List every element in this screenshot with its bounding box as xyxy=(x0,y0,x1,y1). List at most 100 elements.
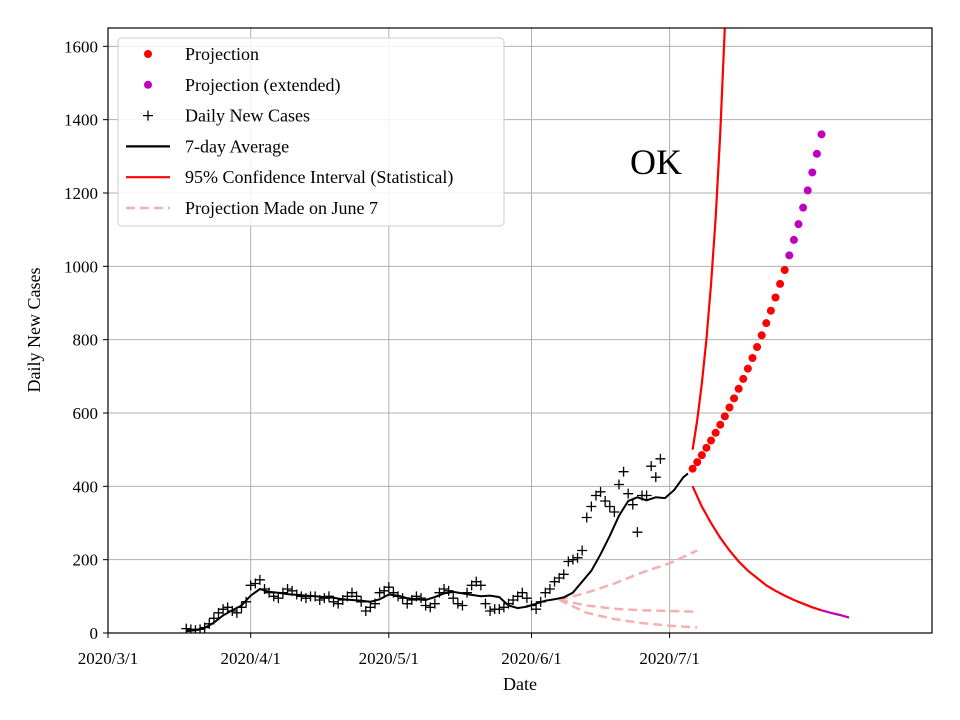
daily-case-marker xyxy=(227,606,238,616)
legend: Projection Projection (extended) Daily New… xyxy=(117,37,505,227)
daily-case-marker xyxy=(282,584,293,594)
june7-projection-lower-line xyxy=(558,598,698,629)
projection-extended-point xyxy=(799,203,808,212)
daily-case-marker xyxy=(351,591,362,602)
projection-point xyxy=(702,443,711,452)
daily-case-marker xyxy=(254,574,265,585)
legend-marker-plus xyxy=(143,110,153,121)
projection-point xyxy=(757,331,766,340)
legend-label: 95% Confidence Interval (Statistical) xyxy=(185,167,453,188)
daily-case-marker xyxy=(627,499,638,510)
x-tick-label: 2020/5/1 xyxy=(359,649,419,668)
daily-case-marker xyxy=(600,496,611,506)
daily-case-marker xyxy=(613,479,624,490)
x-tick-label: 2020/6/1 xyxy=(501,649,561,668)
y-tick-label: 800 xyxy=(73,331,99,350)
daily-case-marker xyxy=(429,598,440,609)
daily-case-marker xyxy=(383,582,394,593)
projection-extended-point xyxy=(808,168,817,177)
projection-extended-point xyxy=(817,130,826,139)
legend-label: Projection Made on June 7 xyxy=(185,198,378,218)
projection-point xyxy=(780,266,789,274)
daily-case-marker xyxy=(586,501,597,512)
projection-point xyxy=(730,394,739,403)
daily-case-marker xyxy=(416,593,427,604)
projection-extended-point xyxy=(812,149,821,158)
projection-point xyxy=(693,458,702,467)
daily-case-marker xyxy=(544,584,555,594)
daily-case-marker xyxy=(623,488,634,499)
projection-point xyxy=(743,364,752,373)
x-tick-label: 2020/3/1 xyxy=(78,649,138,668)
projection-point xyxy=(776,279,785,288)
y-tick-label: 600 xyxy=(73,404,99,423)
daily-case-marker xyxy=(535,596,546,607)
daily-case-marker xyxy=(319,593,330,604)
x-axis-label: Date xyxy=(503,674,537,694)
daily-case-marker xyxy=(521,593,532,604)
june7-projection-upper-line xyxy=(558,549,698,602)
y-tick-label: 1000 xyxy=(64,257,98,276)
daily-case-marker xyxy=(241,596,252,607)
legend-marker-dot xyxy=(144,50,152,58)
axis-ticks: 0 200 400 600 800 1000 1200 1400 1600 2020/3/1 202… xyxy=(64,37,700,668)
projection-point xyxy=(762,319,771,328)
daily-case-marker xyxy=(650,472,661,483)
daily-case-marker xyxy=(208,613,219,624)
daily-case-marker xyxy=(231,607,242,618)
daily-case-marker xyxy=(181,623,192,633)
legend-label: 7-day Average xyxy=(185,136,289,156)
chart-title: OK xyxy=(630,142,682,182)
daily-case-marker xyxy=(439,584,450,594)
x-tick-label: 2020/7/1 xyxy=(639,649,699,668)
projection-extended-point xyxy=(789,235,798,244)
daily-case-marker xyxy=(567,554,578,565)
daily-case-marker xyxy=(485,606,496,616)
ci-lower-extended-line xyxy=(821,609,850,619)
daily-case-marker xyxy=(457,600,468,611)
projection-point xyxy=(766,306,775,315)
projection-point xyxy=(707,436,716,445)
plot-frame xyxy=(107,27,933,634)
daily-case-marker xyxy=(618,466,629,477)
daily-case-marker xyxy=(273,593,284,604)
daily-case-marker xyxy=(581,512,592,523)
projection-point xyxy=(711,428,720,437)
projection-extended-point xyxy=(803,186,812,195)
y-tick-label: 200 xyxy=(73,551,99,570)
ci-lower-line xyxy=(691,485,822,612)
daily-case-marker xyxy=(462,587,473,598)
daily-case-marker xyxy=(236,602,247,613)
projection-point xyxy=(748,354,757,362)
legend-label: Daily New Cases xyxy=(185,106,310,126)
daily-case-marker xyxy=(646,461,657,472)
y-tick-label: 0 xyxy=(90,624,99,643)
daily-case-marker xyxy=(393,591,404,602)
ci-upper-line xyxy=(691,28,726,450)
y-tick-label: 1200 xyxy=(64,184,98,203)
daily-case-marker xyxy=(595,486,606,497)
legend-box xyxy=(117,37,505,227)
legend-label: Projection xyxy=(185,44,259,64)
daily-case-marker xyxy=(300,593,311,604)
daily-case-marker xyxy=(356,596,367,607)
y-axis-label: Daily New Cases xyxy=(24,268,44,393)
projection-point xyxy=(688,464,697,473)
daily-case-marker xyxy=(480,598,491,609)
daily-case-marker xyxy=(296,591,307,602)
x-tick-label: 2020/4/1 xyxy=(220,649,280,668)
plot-marks xyxy=(181,28,850,633)
projection-extended-point xyxy=(785,251,794,260)
daily-case-marker xyxy=(572,552,583,563)
y-tick-label: 1400 xyxy=(64,111,98,130)
daily-case-marker xyxy=(494,604,505,615)
projection-point xyxy=(734,384,743,393)
daily-case-marker xyxy=(397,593,408,604)
daily-case-marker xyxy=(577,545,588,556)
daily-case-marker xyxy=(323,591,334,602)
projection-point xyxy=(753,343,762,351)
daily-case-marker xyxy=(563,556,574,567)
projection-point xyxy=(739,374,748,383)
legend-label: Projection (extended) xyxy=(185,75,340,96)
